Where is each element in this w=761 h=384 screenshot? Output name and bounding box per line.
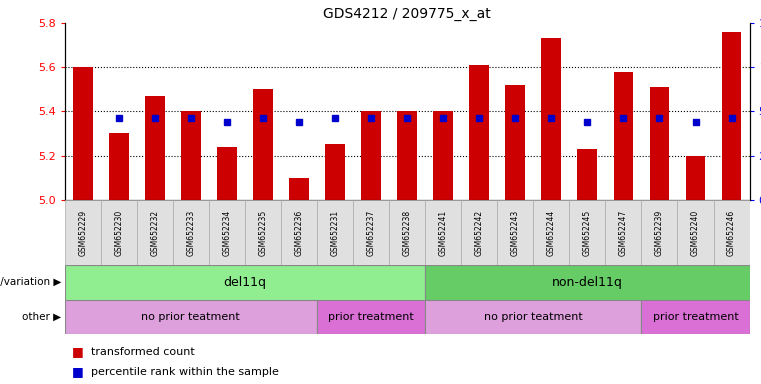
FancyBboxPatch shape (606, 200, 642, 265)
Bar (109, 134, 129, 200)
Bar (73, 67, 93, 200)
Bar (505, 85, 525, 200)
Text: GSM652229: GSM652229 (78, 210, 88, 256)
FancyBboxPatch shape (533, 200, 569, 265)
Text: non-del11q: non-del11q (552, 276, 622, 289)
Text: GSM652235: GSM652235 (259, 210, 267, 256)
FancyBboxPatch shape (497, 200, 533, 265)
FancyBboxPatch shape (173, 200, 209, 265)
FancyBboxPatch shape (425, 200, 461, 265)
FancyBboxPatch shape (677, 200, 714, 265)
Text: no prior teatment: no prior teatment (142, 312, 240, 322)
Text: GSM652231: GSM652231 (330, 210, 339, 256)
Text: other ▶: other ▶ (22, 312, 61, 322)
Text: GSM652243: GSM652243 (511, 210, 520, 256)
Text: GSM652234: GSM652234 (222, 210, 231, 256)
Bar (541, 38, 561, 200)
Text: del11q: del11q (224, 276, 266, 289)
FancyBboxPatch shape (714, 200, 750, 265)
Text: prior treatment: prior treatment (653, 312, 738, 322)
FancyBboxPatch shape (569, 200, 606, 265)
Bar (361, 111, 381, 200)
FancyBboxPatch shape (65, 200, 100, 265)
Bar (578, 149, 597, 200)
Text: GSM652247: GSM652247 (619, 210, 628, 256)
Bar (721, 32, 741, 200)
FancyBboxPatch shape (353, 200, 389, 265)
FancyBboxPatch shape (137, 200, 173, 265)
Text: GSM652246: GSM652246 (727, 210, 736, 256)
FancyBboxPatch shape (425, 300, 642, 334)
FancyBboxPatch shape (245, 200, 281, 265)
FancyBboxPatch shape (65, 300, 317, 334)
Bar (145, 96, 164, 200)
Text: no prior teatment: no prior teatment (484, 312, 583, 322)
FancyBboxPatch shape (425, 265, 750, 300)
FancyBboxPatch shape (389, 200, 425, 265)
Bar (650, 87, 670, 200)
FancyBboxPatch shape (100, 200, 137, 265)
FancyBboxPatch shape (281, 200, 317, 265)
FancyBboxPatch shape (642, 300, 750, 334)
Bar (686, 156, 705, 200)
Bar (397, 111, 417, 200)
Title: GDS4212 / 209775_x_at: GDS4212 / 209775_x_at (323, 7, 491, 21)
FancyBboxPatch shape (65, 265, 425, 300)
Text: GSM652241: GSM652241 (438, 210, 447, 256)
Text: transformed count: transformed count (91, 346, 195, 357)
Text: ■: ■ (72, 365, 84, 378)
Text: GSM652242: GSM652242 (475, 210, 484, 256)
Bar (217, 147, 237, 200)
FancyBboxPatch shape (642, 200, 677, 265)
FancyBboxPatch shape (209, 200, 245, 265)
Bar (289, 178, 309, 200)
Bar (470, 65, 489, 200)
FancyBboxPatch shape (317, 200, 353, 265)
Bar (325, 144, 345, 200)
Text: GSM652232: GSM652232 (151, 210, 159, 256)
Text: GSM652244: GSM652244 (547, 210, 556, 256)
Bar (433, 111, 453, 200)
Text: GSM652239: GSM652239 (655, 210, 664, 256)
Text: GSM652233: GSM652233 (186, 210, 196, 256)
Text: GSM652240: GSM652240 (691, 210, 700, 256)
Bar (253, 89, 273, 200)
Bar (181, 111, 201, 200)
Text: GSM652236: GSM652236 (295, 210, 304, 256)
Text: GSM652245: GSM652245 (583, 210, 592, 256)
Text: ■: ■ (72, 345, 84, 358)
Text: genotype/variation ▶: genotype/variation ▶ (0, 277, 61, 287)
FancyBboxPatch shape (317, 300, 425, 334)
Text: GSM652237: GSM652237 (367, 210, 376, 256)
Text: GSM652230: GSM652230 (114, 210, 123, 256)
Text: prior treatment: prior treatment (328, 312, 414, 322)
FancyBboxPatch shape (461, 200, 497, 265)
Text: GSM652238: GSM652238 (403, 210, 412, 256)
Bar (613, 72, 633, 200)
Text: percentile rank within the sample: percentile rank within the sample (91, 366, 279, 377)
